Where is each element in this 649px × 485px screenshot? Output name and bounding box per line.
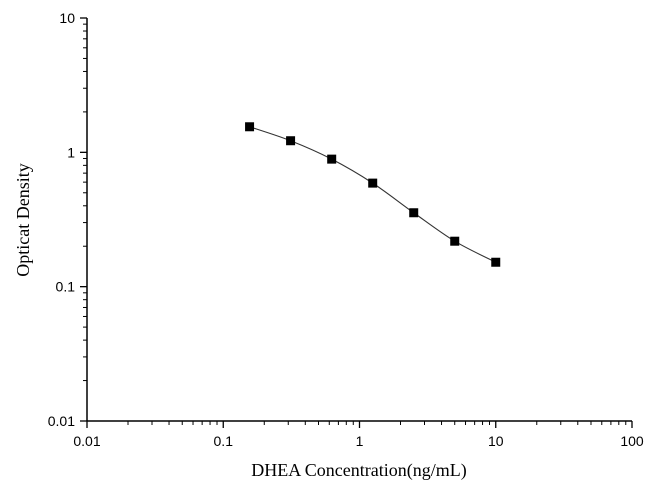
y-tick-label: 0.01 [48,413,75,429]
y-axis-title: Opticat Density [13,163,33,276]
data-point [409,208,419,218]
data-point [245,122,255,132]
x-axis-title: DHEA Concentration(ng/mL) [251,460,466,481]
y-axis-ticks: 0.01 0.1 1 10 [48,10,87,429]
x-tick-label: 0.1 [214,433,234,449]
data-points [245,122,501,267]
y-tick-label: 0.1 [56,279,76,295]
y-tick-label: 10 [59,10,75,26]
data-point [327,154,337,164]
data-point [368,178,378,188]
data-point [491,257,501,267]
x-tick-label: 10 [488,433,504,449]
x-axis-ticks: 0.01 0.1 1 10 100 [73,421,644,449]
x-tick-label: 0.01 [73,433,100,449]
data-point [450,236,460,246]
x-tick-label: 1 [356,433,364,449]
plot-area [86,18,632,422]
y-tick-label: 1 [67,144,75,160]
data-point [286,136,296,146]
x-tick-label: 100 [620,433,644,449]
